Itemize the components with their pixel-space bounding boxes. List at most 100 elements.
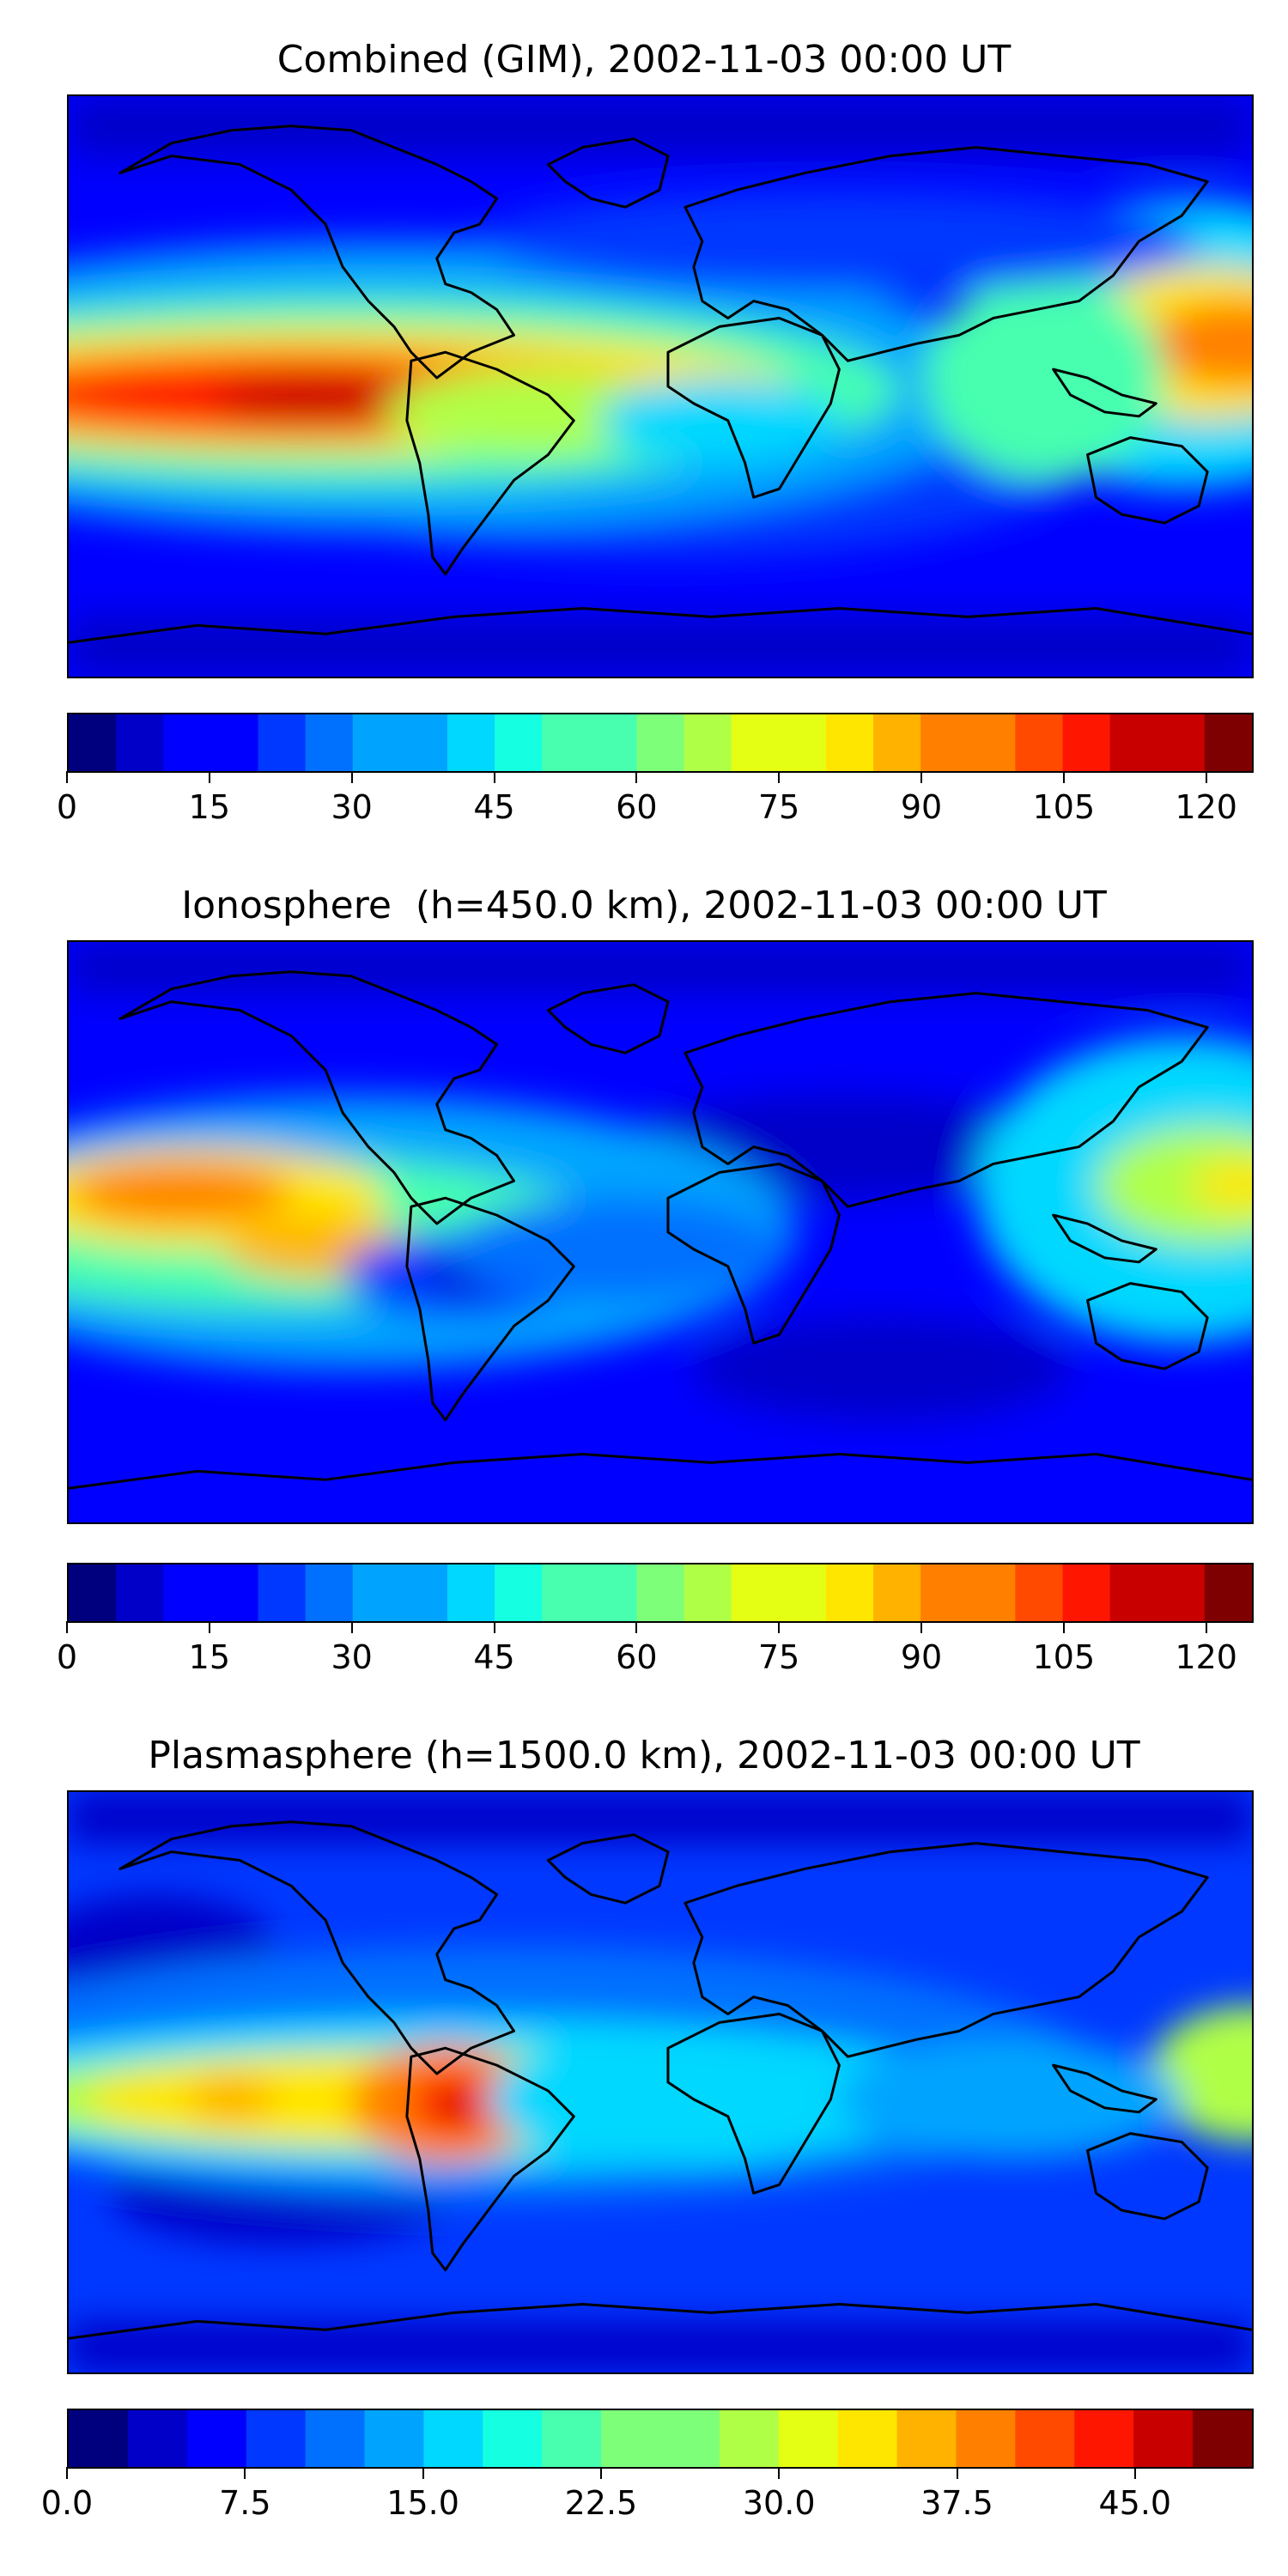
colorbar-segment [69, 2410, 129, 2467]
colorbar-segment [731, 1564, 780, 1621]
colorbar-segment [352, 714, 401, 771]
tec-map-ionosphere [67, 940, 1254, 1524]
colorbar-segment [483, 2410, 543, 2467]
colorbar-ionosphere [67, 1563, 1254, 1623]
colorbar-tick [778, 2467, 781, 2479]
colorbar-segment [399, 1564, 448, 1621]
colorbar-tick-label: 90 [900, 1638, 943, 1676]
colorbar-tick-label: 15.0 [386, 2484, 459, 2522]
colorbar-segment [778, 2410, 839, 2467]
colorbar-ticks-ionosphere: 0 15 30 45 60 75 90 105 120 [57, 1621, 1254, 1681]
colorbar-segment [305, 714, 354, 771]
colorbar-tick-label: 15 [188, 1638, 231, 1676]
colorbar-tick [778, 1621, 781, 1633]
colorbar-segment [258, 714, 307, 771]
colorbar-segment [495, 1564, 543, 1621]
coastlines [69, 125, 1252, 644]
colorbar-tick-label: 0.0 [40, 2484, 94, 2522]
colorbar-tick [1062, 771, 1065, 783]
colorbar-segment [778, 1564, 827, 1621]
colorbar-segment [69, 1564, 117, 1621]
heatmap-ionosphere [69, 942, 1252, 1522]
colorbar-segment [1109, 714, 1158, 771]
colorbar-segment [589, 1564, 638, 1621]
colorbar-segment [163, 714, 211, 771]
colorbar-segment [1062, 714, 1111, 771]
colorbar-tick-label: 15 [188, 788, 231, 826]
colorbar-segment [920, 714, 969, 771]
colorbar-segment [1062, 1564, 1111, 1621]
colorbar-segment [636, 714, 685, 771]
colorbar-segment [683, 1564, 732, 1621]
colorbar-tick [66, 2467, 68, 2479]
colorbar-segment [1157, 1564, 1206, 1621]
colorbar-tick [1205, 1621, 1207, 1633]
colorbar-segment [683, 714, 732, 771]
colorbar-segment [589, 714, 638, 771]
colorbar-tick [350, 771, 353, 783]
colorbar-tick [493, 1621, 495, 1633]
colorbar-segment [920, 1564, 969, 1621]
colorbar-tick [1062, 1621, 1065, 1633]
colorbar-segment [258, 1564, 307, 1621]
colorbar-tick-label: 60 [616, 1638, 658, 1676]
colorbar-tick [208, 1621, 210, 1633]
colorbar-tick-label: 30 [331, 788, 373, 826]
colorbar-segment [542, 2410, 602, 2467]
colorbar-tick-label: 37.5 [920, 2484, 993, 2522]
colorbar-segment [1015, 714, 1064, 771]
colorbar-segment [542, 1564, 590, 1621]
colorbar-segment [246, 2410, 307, 2467]
colorbar-tick [599, 2467, 602, 2479]
colorbar-tick-label: 105 [1032, 1638, 1096, 1676]
colorbar-segment [1074, 2410, 1134, 2467]
colorbar-tick [920, 771, 923, 783]
colorbar-segment [305, 1564, 354, 1621]
colorbar-tick [350, 1621, 353, 1633]
tec-map-plasmasphere [67, 1790, 1254, 2374]
colorbar-ticks-plasmasphere: 0.0 7.5 15.0 22.5 30.0 37.5 45.0 [41, 2467, 1254, 2527]
colorbar-segment [1015, 2410, 1075, 2467]
colorbar-tick-label: 120 [1175, 1638, 1237, 1676]
colorbar-segment [778, 714, 827, 771]
colorbar-tick-label: 60 [616, 788, 658, 826]
colorbar-segment [447, 1564, 495, 1621]
tec-map-combined [67, 94, 1254, 678]
colorbar-segment [423, 2410, 483, 2467]
colorbar-segment [116, 714, 164, 771]
colorbar-tick-label: 45 [473, 1638, 515, 1676]
colorbar-tick [422, 2467, 424, 2479]
colorbar-segment [542, 714, 590, 771]
colorbar-segment [352, 1564, 401, 1621]
colorbar-tick [1133, 2467, 1136, 2479]
colorbar-segment [1204, 1564, 1252, 1621]
colorbar-segment [186, 2410, 247, 2467]
colorbar-tick-label: 30.0 [742, 2484, 816, 2522]
colorbar-tick-label: 45 [473, 788, 515, 826]
colorbar-tick-label: 22.5 [564, 2484, 638, 2522]
colorbar-tick-label: 105 [1032, 788, 1096, 826]
map-title-plasmasphere: Plasmasphere (h=1500.0 km), 2002-11-03 0… [148, 1734, 1140, 1777]
colorbar-ticks-combined: 0 15 30 45 60 75 90 105 120 [57, 771, 1254, 831]
colorbar-tick [66, 1621, 68, 1633]
colorbar-segment [495, 714, 543, 771]
colorbar-tick-label: 75 [758, 788, 800, 826]
colorbar-segment [210, 1564, 259, 1621]
map-title-combined: Combined (GIM), 2002-11-03 00:00 UT [276, 38, 1012, 82]
colorbar-segment [210, 714, 259, 771]
colorbar-tick [920, 1621, 923, 1633]
colorbar-tick [635, 1621, 638, 1633]
colorbar-segment [127, 2410, 188, 2467]
colorbar-segment [873, 1564, 921, 1621]
colorbar-segment [825, 714, 874, 771]
colorbar-segment [968, 1564, 1016, 1621]
colorbar-tick-label: 45.0 [1098, 2484, 1172, 2522]
colorbar-segment [873, 714, 921, 771]
colorbar-segment [731, 714, 780, 771]
colorbar-segment [660, 2410, 720, 2467]
colorbar-segment [1015, 1564, 1064, 1621]
heatmap-plasmasphere [69, 1792, 1252, 2372]
colorbar-tick-label: 75 [758, 1638, 800, 1676]
colorbar-segment [968, 714, 1016, 771]
colorbar-tick-label: 0 [56, 1638, 78, 1676]
